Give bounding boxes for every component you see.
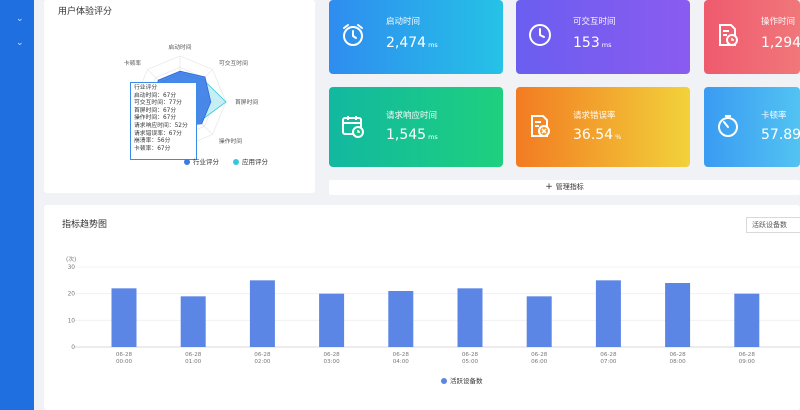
x-tick-label: 05:00 — [462, 359, 479, 365]
x-tick-label: 08:00 — [670, 359, 687, 365]
metric-value: 2,474 ms — [386, 35, 438, 51]
bar — [457, 288, 483, 347]
x-tick-label: 06-28 — [739, 352, 756, 358]
manage-metrics-label: 管理指标 — [555, 183, 584, 191]
bar-chart-legend[interactable]: 活跃设备数 — [441, 375, 483, 385]
legend-label: 活跃设备数 — [450, 377, 483, 385]
tooltip-row: 操作时间：67分 — [134, 115, 177, 122]
metric-label: 启动时间 — [386, 17, 421, 27]
x-tick-label: 06-28 — [254, 352, 271, 358]
y-tick-label: 30 — [68, 265, 76, 271]
bar — [595, 280, 621, 347]
bar — [665, 283, 691, 347]
x-tick-label: 06-28 — [531, 352, 548, 358]
metric-select-value: 活跃设备数 — [752, 221, 787, 229]
bar — [180, 296, 206, 347]
bar — [526, 296, 552, 347]
x-tick-label: 04:00 — [393, 359, 410, 365]
x-tick-label: 09:00 — [739, 359, 756, 365]
radar-axis-label: 可交互时间 — [219, 59, 248, 67]
timer-icon — [718, 115, 738, 137]
metric-card-interactive-time[interactable]: 可交互时间 153 ms — [516, 0, 690, 74]
manage-metrics-button[interactable]: + 管理指标 — [329, 180, 800, 195]
metric-value: 36.54% — [573, 127, 622, 143]
radar-legend: 行业评分 应用评分 — [184, 156, 268, 166]
y-axis-unit-label: (次) — [66, 255, 76, 263]
x-tick-label: 03:00 — [324, 359, 341, 365]
x-tick-label: 07:00 — [600, 359, 617, 365]
x-tick-label: 02:00 — [254, 359, 271, 365]
calendar-clock-icon — [342, 116, 364, 138]
legend-item-app[interactable]: 应用评分 — [233, 156, 268, 166]
tooltip-title: 行业评分 — [134, 85, 158, 91]
tooltip-row: 崩溃率：56分 — [134, 138, 171, 145]
metric-select[interactable]: 活跃设备数 — [746, 217, 800, 233]
radar-tooltip: 行业评分 启动时间：67分 可交互时间：77分 首屏时间：67分 操作时间：67… — [130, 82, 197, 160]
tooltip-row: 首屏时间：67分 — [134, 107, 177, 114]
bar — [388, 291, 414, 347]
x-tick-label: 06-28 — [462, 352, 479, 358]
plus-icon: + — [545, 182, 553, 192]
user-experience-score-card: 用户体验评分 20启动时间可交互时间首屏时间操作时间请求响应时间卡顿率 行业评分… — [44, 0, 315, 193]
legend-dot-icon — [184, 159, 190, 165]
clock-icon — [529, 24, 551, 46]
chevron-down-icon[interactable]: ⌄ — [16, 14, 24, 24]
x-tick-label: 06-28 — [185, 352, 202, 358]
y-tick-label: 20 — [68, 292, 76, 298]
trend-card-title: 指标趋势图 — [62, 220, 108, 230]
metric-card-launch-time[interactable]: 启动时间 2,474 ms — [329, 0, 503, 74]
legend-dot-icon — [441, 378, 447, 384]
metric-value: 1,545 ms — [386, 127, 438, 143]
metric-label: 卡顿率 — [761, 111, 787, 121]
chevron-down-icon[interactable]: ⌄ — [16, 38, 24, 48]
document-clock-icon — [719, 24, 738, 46]
radar-axis-label: 首屏时间 — [235, 98, 258, 106]
sidebar: ⌄ ⌄ — [0, 0, 34, 410]
x-tick-label: 06-28 — [393, 352, 410, 358]
metric-card-request-error-rate[interactable]: 请求错误率 36.54% — [516, 87, 690, 167]
tooltip-row: 请求错误率：67分 — [134, 130, 182, 137]
metric-label: 可交互时间 — [573, 17, 616, 27]
tooltip-row: 卡顿率：67分 — [134, 145, 171, 152]
radar-axis-label: 卡顿率 — [124, 59, 142, 67]
metric-card-stutter-rate[interactable]: 卡顿率 57.89 — [704, 87, 800, 167]
legend-label: 应用评分 — [242, 158, 268, 166]
legend-label: 行业评分 — [193, 158, 219, 166]
legend-item-industry[interactable]: 行业评分 — [184, 156, 219, 166]
x-tick-label: 06-28 — [323, 352, 340, 358]
metric-label: 请求响应时间 — [386, 111, 438, 121]
y-tick-label: 10 — [68, 318, 76, 324]
x-tick-label: 01:00 — [185, 359, 202, 365]
metric-value: 1,294 — [761, 35, 800, 51]
metric-value: 57.89 — [761, 127, 800, 143]
y-tick-label: 0 — [71, 345, 75, 351]
tooltip-row: 启动时间：67分 — [134, 92, 177, 99]
trend-bar-chart: (次)302010006-2800:0006-2801:0006-2802:00… — [66, 255, 800, 365]
radar-axis-label: 启动时间 — [168, 43, 191, 51]
x-tick-label: 06-28 — [116, 352, 133, 358]
document-error-icon — [531, 115, 550, 137]
alarm-clock-icon — [343, 24, 363, 46]
tooltip-row: 请求响应时间：52分 — [134, 122, 188, 129]
x-tick-label: 06-28 — [600, 352, 617, 358]
x-tick-label: 06-28 — [669, 352, 686, 358]
x-tick-label: 00:00 — [116, 359, 133, 365]
radar-card-title: 用户体验评分 — [58, 7, 113, 17]
metric-value: 153 ms — [573, 35, 612, 51]
metric-label: 请求错误率 — [573, 111, 616, 121]
metric-card-request-response-time[interactable]: 请求响应时间 1,545 ms — [329, 87, 503, 167]
tooltip-row: 可交互时间：77分 — [134, 100, 182, 107]
x-tick-label: 06:00 — [531, 359, 548, 365]
bar — [249, 280, 275, 347]
metric-card-operation-time[interactable]: 操作时间 1,294 — [704, 0, 800, 74]
legend-dot-icon — [233, 159, 239, 165]
bar — [319, 293, 345, 347]
bar — [734, 293, 760, 347]
radar-axis-label: 操作时间 — [219, 137, 242, 145]
metric-label: 操作时间 — [761, 17, 796, 27]
bar — [111, 288, 137, 347]
